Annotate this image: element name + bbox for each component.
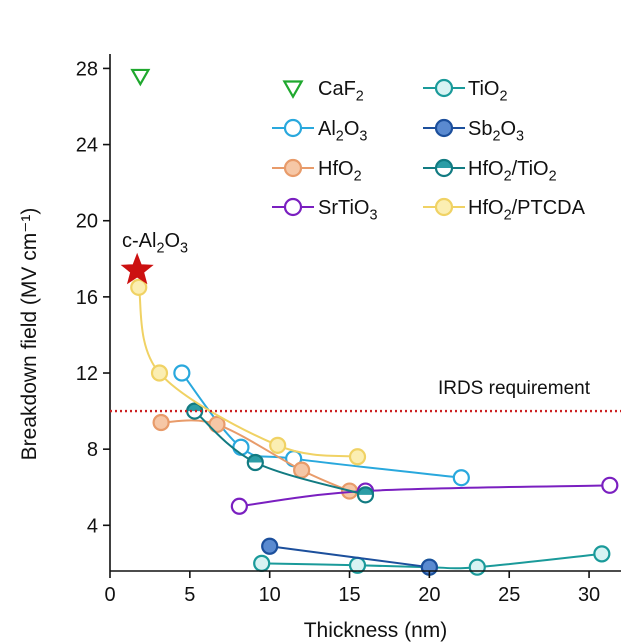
x-tick-label-15: 15 xyxy=(338,584,360,606)
data-point-hfo2-ptcda-1 xyxy=(150,364,169,382)
data-point-al2o3-0 xyxy=(173,364,191,382)
irds-requirement-label: IRDS requirement xyxy=(438,378,591,399)
data-point-hfo2-2 xyxy=(293,461,311,479)
data-point-hfo2-tio2-1 xyxy=(246,453,264,472)
legend-label-srtio3: SrTiO3 xyxy=(318,197,378,224)
series-sb2o3 xyxy=(261,537,438,576)
legend-item-hfo2-ptcda: HfO2/PTCDA xyxy=(423,197,586,224)
legend-marker-hfo2-tio2 xyxy=(434,158,454,178)
data-point-sb2o3-0 xyxy=(261,537,279,555)
series-hfo2-tio2 xyxy=(186,402,375,504)
data-point-al2o3-1 xyxy=(232,438,250,456)
legend-label-hfo2: HfO2 xyxy=(318,158,362,185)
legend-label-sb2o3: Sb2O3 xyxy=(468,118,524,145)
series-srtio3 xyxy=(230,476,619,515)
y-tick-label-8: 8 xyxy=(87,439,98,461)
legend-item-hfo2: HfO2 xyxy=(272,158,362,185)
x-tick-label-10: 10 xyxy=(259,584,281,606)
legend-marker-sb2o3 xyxy=(434,118,454,138)
c-al2o3-star-marker xyxy=(120,252,154,285)
data-point-caf2-0 xyxy=(130,68,151,87)
series-line-srtio3 xyxy=(239,484,610,508)
data-point-tio2-0 xyxy=(253,554,271,572)
x-tick-label-25: 25 xyxy=(498,584,520,606)
legend: CaF2 Al2O3 HfO2 SrTiO3 TiO2 Sb2O3 HfO2/TiO2 HfO… xyxy=(272,78,586,224)
y-tick-label-20: 20 xyxy=(76,211,98,233)
data-point-hfo2-tio2-2 xyxy=(356,486,375,504)
data-point-hfo2-ptcda-2 xyxy=(269,436,287,454)
series-hfo2-ptcda xyxy=(130,278,367,466)
data-point-srtio3-0 xyxy=(230,497,248,515)
x-tick-label-30: 30 xyxy=(578,584,600,606)
legend-label-caf2: CaF2 xyxy=(318,78,364,105)
y-tick-label-28: 28 xyxy=(76,58,98,80)
legend-marker-hfo2 xyxy=(283,158,303,178)
series-caf2 xyxy=(130,68,151,87)
axes: 0 5 10 15 20 25 30 4 8 12 16 20 24 28 Thickness (nm) Br… xyxy=(18,54,621,642)
data-point-hfo2-ptcda-0 xyxy=(130,278,148,296)
legend-label-tio2: TiO2 xyxy=(468,78,508,105)
legend-item-caf2: CaF2 xyxy=(282,78,364,105)
legend-marker-tio2 xyxy=(434,78,454,98)
data-point-hfo2-0 xyxy=(152,413,170,432)
legend-label-hfo2-tio2: HfO2/TiO2 xyxy=(468,158,557,185)
c-al2o3-label: c-Al2O3 xyxy=(122,230,188,257)
y-tick-label-12: 12 xyxy=(76,363,98,385)
legend-item-srtio3: SrTiO3 xyxy=(272,197,378,224)
annotations: IRDS requirement c-Al2O3 xyxy=(110,230,621,413)
y-tick-label-16: 16 xyxy=(76,287,98,309)
series-line-hfo2-ptcda xyxy=(137,287,358,458)
legend-item-al2o3: Al2O3 xyxy=(272,118,367,145)
y-tick-label-4: 4 xyxy=(87,515,98,537)
legend-marker-srtio3 xyxy=(283,197,303,217)
x-tick-label-0: 0 xyxy=(104,584,115,606)
legend-label-al2o3: Al2O3 xyxy=(318,118,367,145)
data-point-hfo2-tio2-0 xyxy=(186,402,204,420)
data-point-hfo2-1 xyxy=(208,415,226,434)
data-point-tio2-3 xyxy=(468,558,486,576)
series-line-hfo2 xyxy=(161,419,350,492)
data-point-al2o3-3 xyxy=(452,469,470,487)
data-point-tio2-4 xyxy=(593,545,611,563)
legend-label-hfo2-ptcda: HfO2/PTCDA xyxy=(468,197,586,224)
y-tick-label-24: 24 xyxy=(76,135,98,157)
x-tick-label-5: 5 xyxy=(184,584,195,606)
data-point-hfo2-ptcda-3 xyxy=(348,448,367,466)
legend-item-hfo2-tio2: HfO2/TiO2 xyxy=(423,158,557,185)
plot-area xyxy=(130,68,619,576)
y-axis-title: Breakdown field (MV cm⁻¹) xyxy=(18,208,41,461)
legend-marker-hfo2-ptcda xyxy=(434,197,454,217)
series-line-al2o3 xyxy=(181,372,462,479)
data-point-srtio3-2 xyxy=(601,476,619,494)
legend-marker-caf2 xyxy=(282,80,304,99)
legend-item-sb2o3: Sb2O3 xyxy=(423,118,524,145)
legend-marker-al2o3 xyxy=(283,118,303,138)
x-tick-label-20: 20 xyxy=(418,584,440,606)
series-line-sb2o3 xyxy=(269,545,430,569)
x-axis-title: Thickness (nm) xyxy=(304,619,448,642)
legend-item-tio2: TiO2 xyxy=(423,78,508,105)
